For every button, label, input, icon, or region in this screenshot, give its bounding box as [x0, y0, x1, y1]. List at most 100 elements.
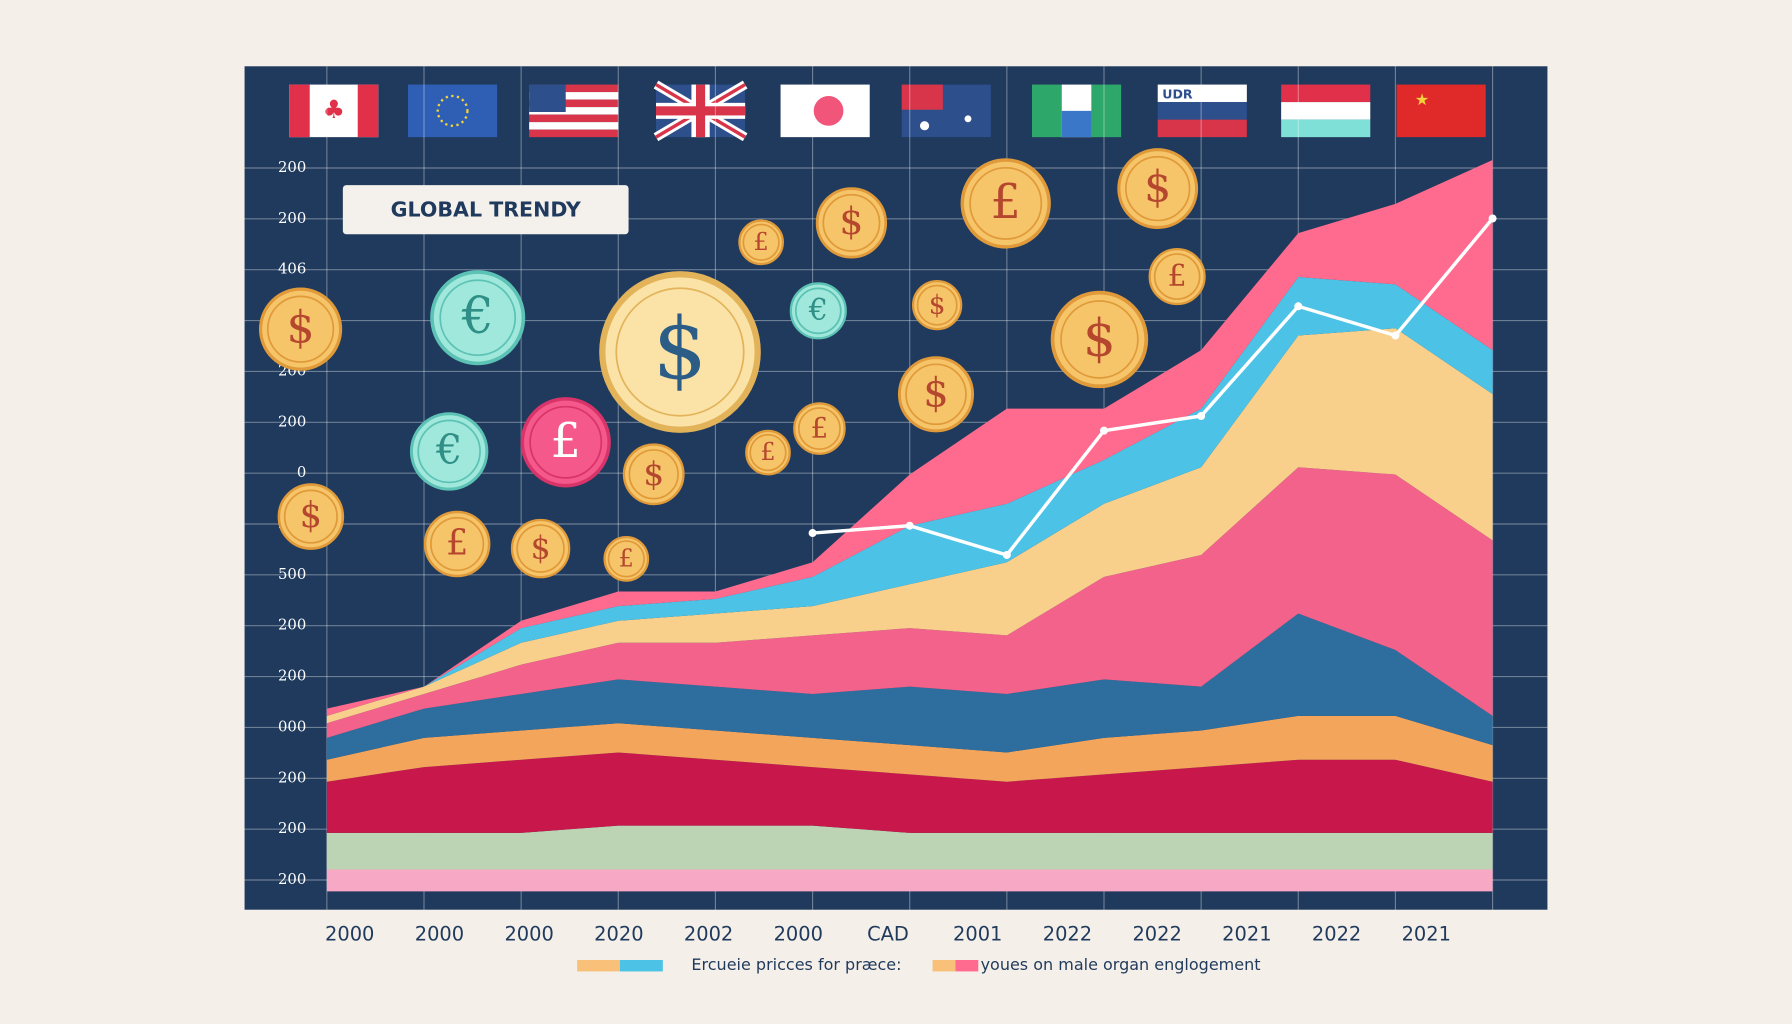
- coin-symbol: £: [551, 414, 581, 469]
- x-tick-label: 2021: [1402, 922, 1451, 945]
- flag-part: [529, 107, 619, 115]
- y-tick-label: 0: [297, 463, 306, 481]
- line: [812, 217, 1494, 557]
- flag-part: [901, 84, 943, 110]
- coin-symbol: $: [1144, 163, 1171, 213]
- area: [326, 715, 1493, 782]
- flag: [1281, 84, 1371, 138]
- y-tick-label: 500: [278, 565, 306, 583]
- x-tick-label: 2022: [1312, 922, 1361, 945]
- coin-symbol: €: [461, 286, 494, 345]
- flag-part: [1281, 102, 1371, 120]
- flag-part: ★: [1415, 90, 1429, 109]
- flag: [780, 84, 870, 138]
- coin-rim: [969, 166, 1043, 240]
- area: [326, 825, 1493, 870]
- line-point: [1002, 550, 1011, 559]
- flag-part: [920, 121, 930, 131]
- coin: [277, 483, 345, 550]
- coin: [603, 535, 650, 582]
- line-point: [905, 521, 914, 530]
- flag: [408, 84, 498, 138]
- x-tick-label: CAD: [867, 922, 909, 945]
- x-tick-label: 2002: [684, 922, 733, 945]
- flag-part: [1091, 84, 1122, 138]
- coin-symbol: $: [300, 495, 322, 536]
- coin: [793, 402, 846, 455]
- coin-symbol: £: [619, 544, 634, 572]
- coin: [423, 510, 491, 578]
- flag: [529, 84, 619, 138]
- x-tick-label: 2000: [774, 922, 823, 945]
- x-tick-label: 2000: [504, 922, 553, 945]
- coin-symbol: £: [1168, 259, 1187, 294]
- legend-label: Ercueie pricces for præce:: [691, 955, 901, 974]
- flag: [653, 80, 748, 142]
- coin-rim: [516, 524, 565, 573]
- y-tick-label: 200: [278, 667, 306, 685]
- x-tick-label: 2022: [1132, 922, 1181, 945]
- y-tick-label: 200: [278, 768, 306, 786]
- coin-rim: [628, 449, 679, 500]
- coin-symbol: £: [446, 523, 468, 564]
- coin-symbol: €: [435, 425, 462, 474]
- coin: [409, 412, 489, 491]
- flag-part: [529, 122, 619, 130]
- flag: ♣: [289, 84, 379, 138]
- coin: [960, 158, 1051, 249]
- area: [326, 467, 1493, 738]
- flag-part: [1157, 119, 1247, 138]
- coin: [745, 429, 791, 476]
- legend-swatch: [932, 960, 956, 972]
- line-point: [1294, 302, 1303, 311]
- flag-part: [1157, 102, 1247, 120]
- coin-symbol: £: [811, 411, 829, 444]
- flag-part: [436, 94, 469, 127]
- coin-rim: [266, 295, 335, 363]
- coin-rim: [430, 516, 485, 572]
- flag-part: [964, 115, 972, 123]
- x-tick-label: 2000: [325, 922, 374, 945]
- coin: [897, 356, 975, 433]
- coin-rim: [1060, 300, 1139, 379]
- coin: [738, 219, 784, 266]
- line-point: [1100, 426, 1108, 435]
- coin: [1050, 290, 1149, 389]
- area: [326, 869, 1493, 892]
- legend-swatch: [620, 960, 663, 972]
- legend-label: youes on male organ englogement: [981, 955, 1261, 974]
- line-point: [1488, 214, 1497, 223]
- flag-part: [1032, 84, 1062, 138]
- coin-symbol: $: [653, 300, 707, 399]
- flag-part: ♣: [322, 95, 345, 124]
- coin-symbol: $: [839, 199, 863, 243]
- flag: UDR: [1157, 84, 1247, 138]
- coin: [258, 287, 343, 371]
- title-box: [342, 185, 629, 235]
- coin-symbol: $: [923, 371, 949, 417]
- flag-part: [289, 84, 310, 138]
- y-tick-label: 000: [278, 717, 306, 735]
- coin-rim: [283, 489, 338, 544]
- line-point: [1391, 331, 1400, 340]
- y-tick-label: 200: [278, 819, 306, 837]
- flag-part: [656, 106, 746, 116]
- coin-rim: [607, 540, 645, 578]
- coin: [430, 270, 526, 366]
- flag-part: [529, 92, 619, 100]
- coin-rim: [822, 193, 881, 252]
- coin-symbol: $: [643, 455, 664, 493]
- x-tick-label: 2000: [415, 922, 464, 945]
- area: [326, 160, 1493, 716]
- coin: [789, 282, 847, 340]
- flag-part: [813, 96, 844, 126]
- flag-part: [408, 84, 498, 138]
- y-tick-label: 406: [278, 260, 306, 278]
- flag-part: [1281, 119, 1371, 138]
- coin: [520, 397, 611, 488]
- coin-rim: [1124, 155, 1191, 222]
- coin-symbol: €: [808, 293, 828, 328]
- coin-symbol: £: [760, 438, 775, 466]
- y-tick-label: 200: [278, 158, 306, 176]
